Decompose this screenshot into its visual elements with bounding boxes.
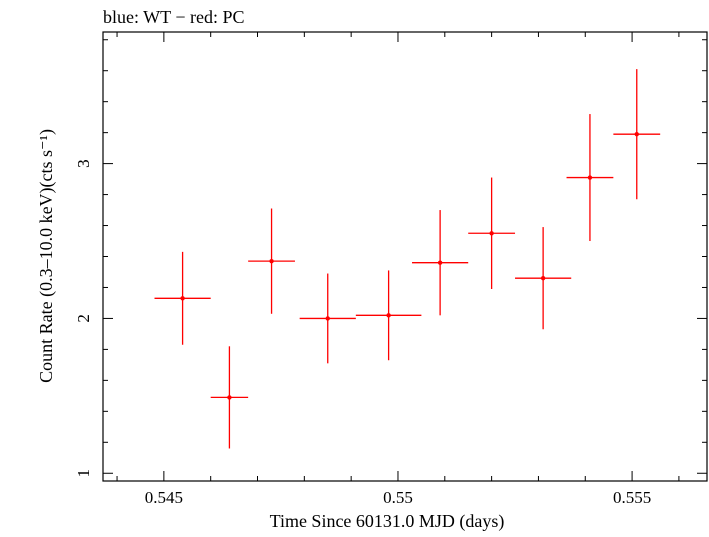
point-marker (325, 316, 330, 321)
plot-frame (102, 31, 708, 482)
y-axis-label: Count Rate (0.3–10.0 keV)(cts s⁻¹) (36, 129, 57, 383)
data-point (613, 69, 661, 200)
data-point (566, 114, 614, 242)
data-point (468, 177, 516, 290)
point-marker (386, 313, 391, 318)
point-marker (269, 258, 274, 264)
x-tick-label: 0.55 (383, 488, 413, 507)
point-marker (634, 131, 639, 137)
point-marker (437, 260, 443, 265)
data-points (154, 69, 661, 449)
data-point (355, 270, 422, 361)
y-tick-label: 3 (74, 159, 93, 168)
point-marker (587, 175, 593, 180)
data-point (248, 208, 295, 314)
x-tick-label: 0.555 (613, 488, 651, 507)
data-point (299, 273, 356, 364)
y-tick-label: 2 (74, 314, 93, 323)
data-point (154, 251, 211, 345)
tick-labels: 0.545 0.55 0.555 1 2 3 (74, 159, 651, 507)
chart-title: blue: WT − red: PC (103, 7, 244, 27)
x-tick-label: 0.545 (145, 488, 183, 507)
point-marker (180, 296, 185, 301)
x-axis-label: Time Since 60131.0 MJD (days) (270, 511, 505, 532)
point-marker (540, 275, 546, 281)
point-marker (489, 231, 494, 236)
y-tick-label: 1 (74, 469, 93, 478)
axis-ticks (103, 32, 707, 481)
point-marker (227, 395, 232, 400)
data-point (210, 346, 249, 449)
data-point (515, 227, 572, 330)
data-point (412, 210, 469, 316)
